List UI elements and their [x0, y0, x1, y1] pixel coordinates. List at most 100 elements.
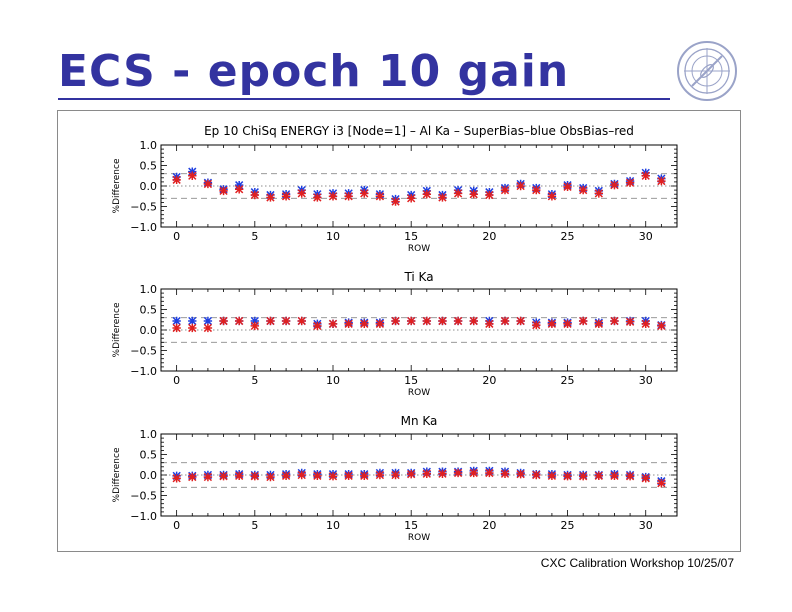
point-marker — [500, 469, 510, 478]
slide-title: ECS - epoch 10 gain — [58, 46, 570, 97]
point-marker — [594, 319, 604, 329]
figure-frame: Ep 10 ChiSq ENERGY i3 [Node=1] – Al Ka –… — [57, 110, 741, 552]
point-marker — [328, 319, 338, 329]
data-point — [422, 469, 432, 478]
point-marker — [188, 171, 197, 180]
data-point — [641, 319, 650, 329]
x-tick-label: 20 — [482, 230, 496, 243]
point-marker — [172, 316, 181, 326]
point-marker — [188, 316, 197, 326]
point-marker — [391, 316, 400, 326]
data-point — [219, 186, 228, 196]
point-marker — [610, 180, 619, 190]
data-point — [375, 319, 385, 329]
point-marker — [281, 192, 291, 201]
point-marker — [281, 471, 291, 481]
data-point — [469, 316, 478, 326]
point-marker — [500, 185, 510, 195]
chart-title: Mn Ka — [401, 414, 438, 428]
data-point — [203, 472, 213, 482]
y-tick-label: −0.5 — [130, 345, 157, 358]
point-marker — [250, 321, 260, 331]
x-tick-label: 30 — [639, 374, 653, 387]
chart-panel-2: Ti Ka 0 5 10 15 20 25 30 ROW 1.0 0.5 0.0 −0.5 −1.0 %Di… — [112, 270, 678, 398]
data-point — [203, 179, 213, 189]
point-marker — [234, 316, 244, 326]
data-point — [500, 316, 510, 326]
data-point — [485, 468, 494, 478]
y-tick-label: 0.5 — [140, 160, 158, 173]
x-tick-label: 10 — [326, 519, 340, 532]
data-point — [250, 190, 260, 200]
point-marker — [532, 185, 541, 195]
point-marker — [578, 316, 588, 326]
data-point — [375, 192, 385, 201]
data-point — [532, 320, 541, 330]
point-marker — [219, 186, 228, 196]
series-obsbias — [172, 316, 666, 333]
data-point — [391, 316, 400, 326]
y-tick-label: −0.5 — [130, 490, 157, 503]
point-marker — [625, 472, 635, 481]
point-marker — [547, 471, 557, 481]
point-marker — [203, 316, 213, 326]
x-tick-label: 0 — [173, 374, 180, 387]
x-tick-label: 0 — [173, 519, 180, 532]
data-point — [610, 180, 619, 190]
point-marker — [485, 190, 494, 200]
x-axis-label: ROW — [408, 533, 430, 543]
data-point — [234, 185, 244, 194]
data-point — [297, 189, 306, 198]
point-marker — [485, 468, 494, 478]
data-point — [578, 316, 588, 326]
point-marker — [594, 471, 604, 481]
point-marker — [391, 470, 400, 480]
data-point — [297, 316, 306, 326]
point-marker — [641, 171, 650, 180]
point-marker — [234, 471, 244, 481]
data-point — [516, 181, 525, 191]
point-marker — [657, 479, 666, 488]
point-marker — [422, 316, 432, 326]
data-point — [281, 316, 291, 326]
point-marker — [203, 323, 213, 333]
data-point — [172, 175, 181, 185]
point-marker — [266, 316, 275, 326]
data-point — [532, 470, 541, 480]
point-marker — [578, 185, 588, 195]
point-marker — [375, 319, 385, 329]
point-marker — [172, 175, 181, 185]
data-point — [453, 316, 463, 326]
x-tick-label: 5 — [251, 230, 258, 243]
x-tick-label: 15 — [404, 374, 418, 387]
data-point — [250, 472, 260, 481]
point-marker — [469, 190, 478, 199]
point-marker — [328, 472, 338, 481]
series-superbias — [172, 316, 666, 330]
data-point — [657, 479, 666, 488]
data-point — [594, 189, 604, 198]
data-point — [516, 469, 525, 479]
data-point — [313, 471, 322, 481]
y-tick-label: −1.0 — [130, 221, 157, 234]
point-marker — [516, 469, 525, 479]
point-marker — [188, 323, 197, 333]
x-tick-label: 30 — [639, 230, 653, 243]
data-point — [563, 472, 572, 481]
y-tick-label: 0.0 — [140, 324, 158, 337]
data-point — [610, 471, 619, 481]
point-marker — [281, 316, 291, 326]
series-superbias — [172, 466, 666, 486]
data-point — [172, 316, 181, 326]
data-point — [375, 470, 385, 480]
point-marker — [641, 319, 650, 329]
data-point — [313, 321, 322, 331]
point-marker — [297, 316, 306, 326]
series-obsbias — [172, 171, 666, 206]
point-marker — [172, 474, 181, 483]
point-marker — [313, 321, 322, 331]
x-tick-label: 0 — [173, 230, 180, 243]
y-tick-label: 1.0 — [140, 139, 158, 152]
chart-panel-3: Mn Ka 0 5 10 15 20 25 30 ROW 1.0 0.5 0.0 −0.5 −1.0 %Di… — [112, 414, 678, 543]
data-point — [657, 321, 666, 331]
